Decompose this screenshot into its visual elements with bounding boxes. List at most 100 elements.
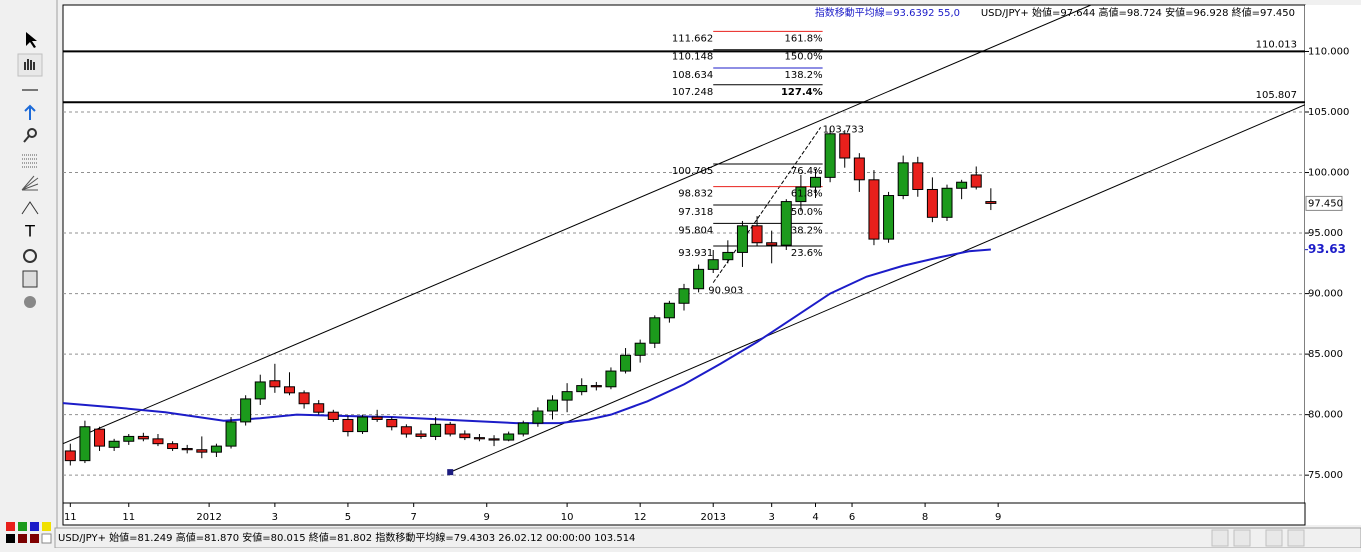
- trendline: [450, 104, 1305, 473]
- candle-body: [795, 186, 807, 203]
- calc-tool[interactable]: [22, 270, 38, 288]
- candle-body: [868, 179, 880, 240]
- fib-percent: 76.4%: [791, 166, 823, 177]
- x-tick-label: 9: [995, 512, 1001, 523]
- candle-body: [590, 385, 602, 388]
- swatch[interactable]: [30, 534, 39, 543]
- plot-layer: [63, 5, 1305, 476]
- scroll-buttons[interactable]: [1211, 529, 1305, 547]
- fib-to-label: 103.733: [823, 124, 864, 135]
- candle-body: [751, 225, 763, 244]
- candle-body: [576, 385, 588, 393]
- x-tick-label: 4: [812, 512, 818, 523]
- candle-body: [970, 174, 982, 188]
- x-tick-label: 6: [849, 512, 855, 523]
- horizontal-line-label: 105.807: [1256, 90, 1297, 101]
- pitchfork-tool[interactable]: [21, 201, 39, 215]
- candle-body: [985, 201, 997, 204]
- zoom-tool[interactable]: [27, 128, 37, 138]
- fib-percent: 127.4%: [781, 87, 823, 98]
- candle-body: [444, 423, 456, 435]
- price-tag: 93.63: [1308, 242, 1346, 256]
- fib-price: 108.634: [672, 70, 713, 81]
- candle-body: [839, 133, 851, 159]
- y-tick-label: 75.000: [1308, 470, 1343, 481]
- candle-body: [459, 433, 471, 439]
- candle-body: [546, 399, 558, 412]
- x-tick-label: 9: [484, 512, 490, 523]
- candle-body: [64, 450, 76, 462]
- candle-body: [181, 448, 193, 451]
- candle-body: [897, 162, 909, 197]
- text-tool[interactable]: T: [24, 222, 35, 241]
- tool-buttons[interactable]: T: [17, 32, 43, 308]
- x-tick-label: 3: [768, 512, 774, 523]
- candle-body: [94, 428, 106, 447]
- candle-body: [269, 380, 281, 388]
- y-tick-label: 100.000: [1308, 168, 1349, 179]
- swatch[interactable]: [18, 534, 27, 543]
- fib-price: 100.705: [672, 166, 713, 177]
- zoom-out[interactable]: [1265, 529, 1283, 547]
- fib-price: 98.832: [678, 189, 713, 200]
- y-tick-label: 85.000: [1308, 349, 1343, 360]
- candle-body: [503, 433, 515, 441]
- fib-percent: 161.8%: [784, 33, 822, 44]
- x-tick-label: 10: [561, 512, 574, 523]
- x-tick-label: 11: [64, 512, 77, 523]
- candle-body: [473, 437, 485, 440]
- status-text: USD/JPY+ 始値=81.249 高値=81.870 安値=80.015 終…: [58, 531, 635, 544]
- color-swatches[interactable]: [6, 522, 52, 544]
- scroll-left[interactable]: [1211, 529, 1229, 547]
- candle-body: [79, 426, 91, 462]
- price-axis: [1305, 5, 1361, 525]
- candle-body: [736, 225, 748, 253]
- fan-tool[interactable]: [21, 175, 39, 191]
- candle-body: [240, 398, 252, 423]
- candle-body: [722, 251, 734, 261]
- arrow-tool[interactable]: [24, 104, 36, 120]
- candle-body: [678, 288, 690, 304]
- cursor-tool[interactable]: [26, 32, 37, 48]
- label-tool[interactable]: [23, 249, 37, 263]
- candle-body: [327, 411, 339, 420]
- y-tick-label: 90.000: [1308, 289, 1343, 300]
- x-tick-label: 8: [922, 512, 928, 523]
- candle-body: [386, 418, 398, 428]
- x-tick-label: 3: [272, 512, 278, 523]
- candle-body: [941, 187, 953, 218]
- candle-body: [693, 268, 705, 290]
- candle-body: [532, 410, 544, 424]
- swatch[interactable]: [41, 533, 52, 544]
- candle-body: [123, 435, 135, 442]
- x-tick-label: 7: [410, 512, 416, 523]
- swatch[interactable]: [42, 522, 51, 531]
- candle-body: [167, 443, 179, 450]
- candle-body: [342, 418, 354, 433]
- zoom-in[interactable]: [1287, 529, 1305, 547]
- y-tick-label: 105.000: [1308, 107, 1349, 118]
- candle-body: [824, 133, 836, 178]
- candle-body: [766, 242, 778, 246]
- swatch[interactable]: [18, 522, 27, 531]
- price-tag-box: [1305, 195, 1343, 211]
- swatch[interactable]: [30, 522, 39, 531]
- fib-price: 95.804: [678, 225, 713, 236]
- swatch[interactable]: [6, 522, 15, 531]
- ema-line: [63, 248, 991, 425]
- price-tag: 97.450: [1308, 198, 1343, 209]
- candle-body: [283, 386, 295, 394]
- candle-body: [313, 403, 325, 413]
- fibo-tool[interactable]: [22, 154, 38, 168]
- settings-tool[interactable]: [24, 296, 36, 308]
- scroll-right[interactable]: [1233, 529, 1251, 547]
- candle-body: [298, 392, 310, 405]
- fib-percent: 150.0%: [784, 52, 822, 63]
- candle-body: [371, 416, 383, 420]
- candle-body: [254, 381, 266, 400]
- x-tick-label: 2013: [700, 512, 725, 523]
- swatch[interactable]: [6, 534, 15, 543]
- time-axis: [62, 502, 1306, 526]
- header-ema: 指数移動平均線=93.6392 55,0: [815, 6, 960, 19]
